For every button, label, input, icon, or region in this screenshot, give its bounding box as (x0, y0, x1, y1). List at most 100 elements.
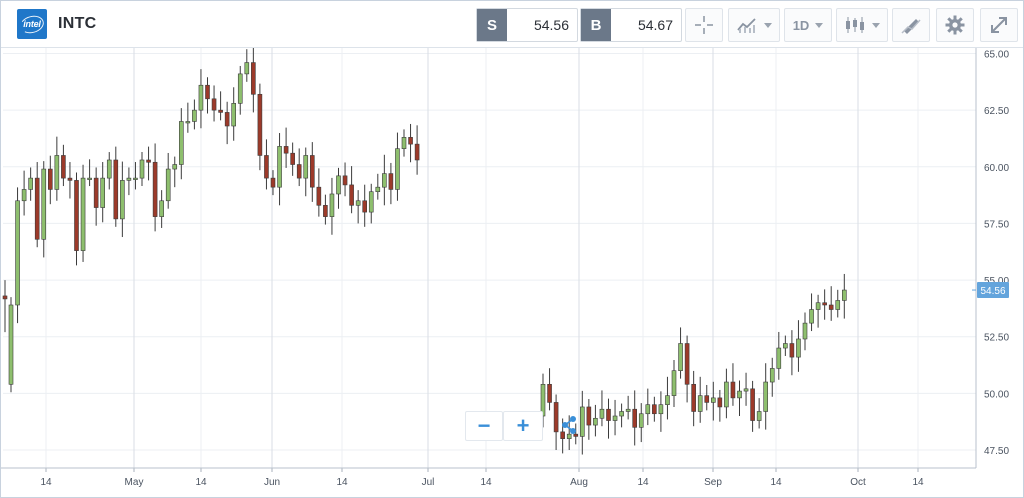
zoom-out-button[interactable]: − (465, 411, 503, 441)
candle-up (382, 173, 387, 188)
candle-up (678, 343, 683, 371)
candle-up (100, 177, 105, 208)
draw-icon (901, 19, 921, 34)
y-tick-label: 47.50 (984, 446, 1009, 457)
candle-down (205, 84, 210, 100)
candle-up (303, 155, 309, 179)
candle-up (336, 175, 341, 195)
chart-type-dropdown[interactable] (836, 8, 888, 42)
sell-price-button[interactable]: S 54.56 (476, 8, 578, 42)
candle-down (224, 112, 230, 127)
candle-down (342, 175, 348, 186)
last-price-label: 54.56 (980, 286, 1005, 297)
candle-up (165, 168, 171, 202)
candle-up (198, 84, 204, 111)
candle-up (395, 148, 400, 190)
candle-up (179, 121, 184, 165)
candle-down (573, 433, 579, 437)
candle-down (296, 164, 302, 179)
toolbar: intel INTC S 54.56 B 54.67 (1, 1, 1023, 48)
candle-up (710, 397, 716, 403)
draw-tools-button[interactable] (892, 8, 930, 42)
candle-up (41, 168, 47, 240)
candle-up (671, 370, 677, 396)
last-price-badge (977, 282, 1009, 299)
candle-down (290, 152, 295, 165)
y-tick-label: 62.50 (984, 106, 1009, 117)
candle-down (283, 146, 289, 154)
share-button[interactable] (558, 413, 580, 437)
candle-down (47, 168, 53, 190)
x-tick-label: 14 (480, 477, 492, 488)
x-tick-label: Sep (704, 477, 722, 488)
candle-up (769, 368, 775, 383)
candle-up (368, 191, 374, 213)
candle-up (355, 200, 361, 206)
compare-dropdown[interactable] (728, 8, 780, 42)
candle-up (540, 383, 546, 417)
candle-up (8, 304, 14, 385)
candle-up (796, 338, 801, 358)
candle-up (87, 177, 92, 180)
candle-up (697, 395, 703, 412)
y-tick-label: 65.00 (984, 50, 1009, 61)
candle-up (724, 381, 729, 408)
candle-down (828, 304, 834, 310)
fullscreen-button[interactable] (980, 8, 1018, 42)
candle-up (159, 200, 164, 217)
candlestick-chart[interactable]: 65.00 62.50 60.00 57.50 55.00 52.50 50.00 47.50… (1, 48, 1023, 497)
candle-up (133, 177, 138, 180)
candle-down (152, 161, 158, 217)
candle-down (218, 109, 223, 113)
plus-label: + (516, 413, 530, 438)
candle-up (231, 103, 236, 127)
candle-up (593, 417, 598, 426)
intel-logo: intel (17, 9, 47, 39)
candle-down (704, 395, 710, 403)
crosshair-button[interactable] (685, 8, 723, 42)
buy-price-button[interactable]: B 54.67 (580, 8, 682, 42)
candle-up (763, 381, 769, 412)
x-tick-label: Aug (570, 477, 588, 488)
candle-up (329, 193, 335, 217)
candle-down (113, 159, 119, 220)
candle-down (74, 180, 79, 251)
y-tick-label: 52.50 (984, 333, 1009, 344)
candle-down (146, 159, 151, 163)
candle-up (756, 411, 762, 421)
sell-price: 54.56 (533, 17, 569, 33)
sell-tag: S (477, 9, 507, 41)
candle-up (841, 289, 847, 301)
candle-up (237, 73, 243, 104)
candle-down (270, 177, 276, 188)
x-tick-label: 14 (40, 477, 52, 488)
candle-down (730, 381, 736, 399)
candle-down (822, 302, 827, 306)
candle-down (211, 98, 217, 111)
expand-icon (991, 17, 1007, 33)
candle-up (192, 109, 197, 122)
candle-up (120, 180, 125, 220)
settings-button[interactable] (936, 8, 974, 42)
timeframe-dropdown[interactable]: 1D (784, 8, 832, 42)
candle-up (172, 164, 178, 170)
candle-up (185, 121, 191, 124)
candle-down (93, 177, 99, 208)
timeframe-label: 1D (792, 17, 810, 33)
candle-down (2, 295, 8, 300)
candle-up (15, 200, 20, 306)
candle-down (67, 177, 73, 181)
candle-up (612, 415, 618, 421)
candle-down (691, 383, 696, 412)
candle-up (80, 177, 86, 251)
candle-up (401, 137, 407, 149)
x-tick-label: Jul (422, 477, 435, 488)
candle-down (34, 177, 40, 240)
candle-up (244, 62, 250, 75)
candle-up (126, 177, 132, 181)
zoom-in-button[interactable]: + (503, 411, 543, 441)
y-tick-label: 60.00 (984, 163, 1009, 174)
candle-down (586, 406, 592, 426)
crosshair-icon (695, 16, 713, 34)
x-tick-label: 14 (770, 477, 782, 488)
